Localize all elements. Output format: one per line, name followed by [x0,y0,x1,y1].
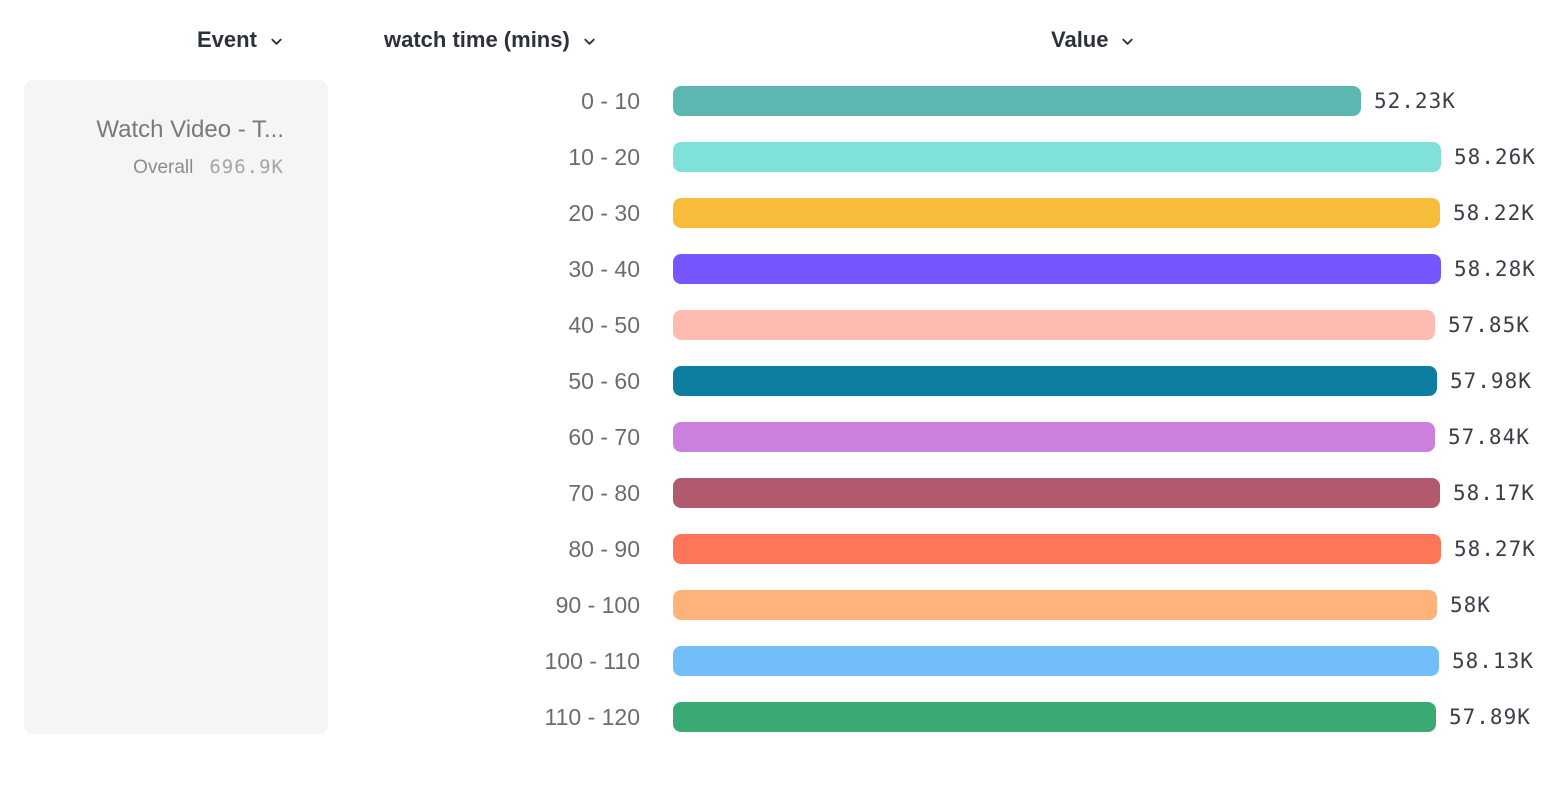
chart-row: 10 - 20 58.26K [0,142,1568,172]
chart-row: 80 - 90 58.27K [0,534,1568,564]
bar-category-label: 40 - 50 [568,311,640,338]
chart-row: 50 - 60 57.98K [0,366,1568,396]
chart-row: 30 - 40 58.28K [0,254,1568,284]
bar-value-label: 58.22K [1453,201,1535,225]
bar-segment[interactable] [673,422,1435,452]
bar-category-label: 110 - 120 [544,703,640,730]
chart-row: 70 - 80 58.17K [0,478,1568,508]
overall-row: Overall 696.9K [24,156,284,179]
bar-category-label: 80 - 90 [568,535,640,562]
bar-category-label: 90 - 100 [555,591,640,618]
bar-category-label: 50 - 60 [568,367,640,394]
chart-row: 0 - 10 52.23K [0,86,1568,116]
bar-segment[interactable] [673,310,1435,340]
bar-segment[interactable] [673,478,1440,508]
event-name[interactable]: Watch Video - T... [96,116,284,143]
bar-segment[interactable] [673,702,1436,732]
bar-value-label: 58.26K [1454,145,1536,169]
bar-category-label: 70 - 80 [568,479,640,506]
event-legend-card[interactable]: Watch Video - T... Overall 696.9K [24,80,328,734]
bar-segment[interactable] [673,590,1437,620]
chevron-down-icon [584,38,595,45]
overall-value: 696.9K [209,155,284,178]
bar-category-label: 30 - 40 [568,255,640,282]
chart-row: 110 - 120 57.89K [0,702,1568,732]
bar-value-label: 57.85K [1448,313,1530,337]
bar-value-label: 58.27K [1454,537,1536,561]
chart-row: 100 - 110 58.13K [0,646,1568,676]
column-header-event[interactable]: Event [197,27,284,53]
bar-value-label: 58K [1450,593,1491,617]
overall-label: Overall [133,156,194,178]
bar-category-label: 0 - 10 [581,87,640,114]
bar-segment[interactable] [673,366,1437,396]
bar-value-label: 57.84K [1448,425,1530,449]
bar-value-label: 58.17K [1453,481,1535,505]
column-header-breakdown[interactable]: watch time (mins) [384,27,597,53]
chart-row: 60 - 70 57.84K [0,422,1568,452]
column-header-breakdown-label: watch time (mins) [384,27,570,52]
column-header-value[interactable]: Value [1051,27,1135,53]
bar-category-label: 10 - 20 [568,143,640,170]
bar-segment[interactable] [673,254,1441,284]
bar-value-label: 57.98K [1450,369,1532,393]
chart-row: 40 - 50 57.85K [0,310,1568,340]
bar-segment[interactable] [673,86,1361,116]
bar-value-label: 58.13K [1452,649,1534,673]
chart-row: 90 - 100 58K [0,590,1568,620]
bar-category-label: 100 - 110 [544,647,640,674]
bar-segment[interactable] [673,534,1441,564]
column-header-value-label: Value [1051,27,1109,52]
bar-segment[interactable] [673,646,1439,676]
bar-segment[interactable] [673,142,1441,172]
bar-category-label: 60 - 70 [568,423,640,450]
bar-category-label: 20 - 30 [568,199,640,226]
bar-value-label: 57.89K [1449,705,1531,729]
chevron-down-icon [271,38,282,45]
column-header-event-label: Event [197,27,257,52]
bar-value-label: 52.23K [1374,89,1456,113]
bar-chart: 0 - 10 52.23K 10 - 20 58.26K 20 - 30 58.22K 30… [0,86,1568,758]
bar-segment[interactable] [673,198,1440,228]
chevron-down-icon [1122,38,1134,45]
bar-value-label: 58.28K [1454,257,1536,281]
chart-row: 20 - 30 58.22K [0,198,1568,228]
